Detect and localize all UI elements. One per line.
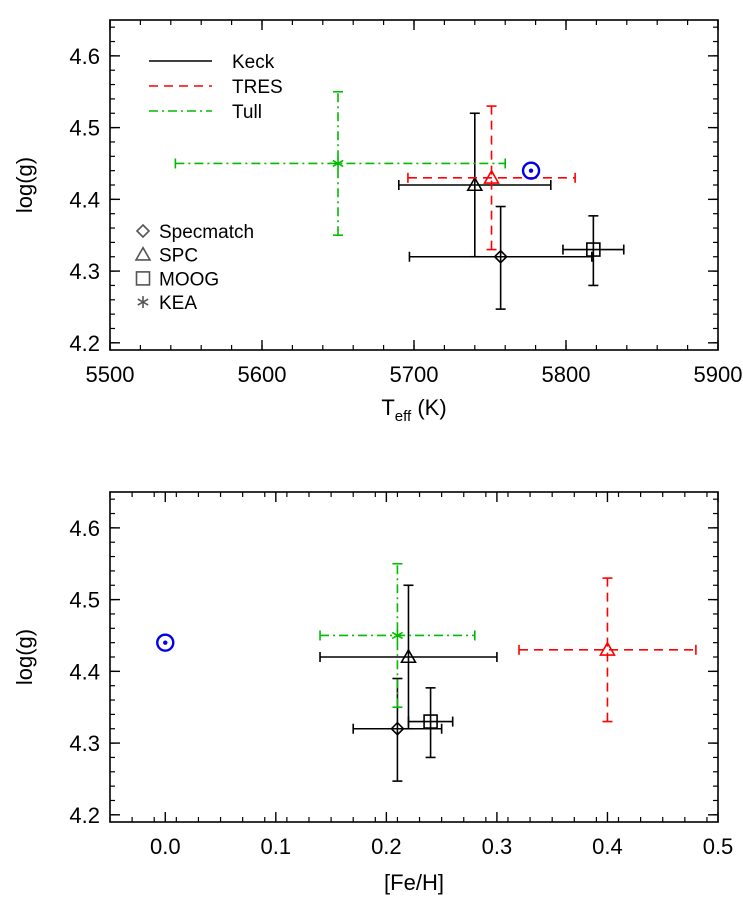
data-point-keck-moog — [407, 687, 454, 759]
x-tick-label: 5600 — [238, 362, 287, 387]
sun-symbol — [521, 161, 541, 180]
x-tick-label: 0.1 — [261, 834, 292, 859]
x-tick-label: 0.2 — [371, 834, 402, 859]
data-point-keck-specmatch — [408, 205, 593, 310]
legend-label-moog: MOOG — [159, 269, 219, 290]
y-tick-label: 4.3 — [69, 731, 100, 756]
x-tick-label: 0.0 — [150, 834, 181, 859]
y-tick-label: 4.6 — [69, 44, 100, 69]
x-axis-label: [Fe/H] — [384, 870, 444, 895]
legend-symbol-moog — [135, 271, 151, 286]
x-tick-label: 0.5 — [703, 834, 734, 859]
legend-label-keck: Keck — [232, 52, 275, 73]
legend-label-spc: SPC — [159, 246, 198, 267]
instrument-legend: Keck TRES Tull — [149, 52, 283, 123]
x-tick-label: 5900 — [694, 362, 743, 387]
data-marker — [466, 176, 484, 192]
x-tick-label: 5500 — [86, 362, 135, 387]
legend-label-tull: Tull — [232, 102, 262, 123]
y-tick-label: 4.4 — [69, 187, 100, 212]
y-tick-label: 4.4 — [69, 659, 100, 684]
x-axis-label: Teff (K) — [381, 395, 446, 425]
x-tick-label: 0.4 — [592, 834, 623, 859]
y-tick-label: 4.2 — [69, 331, 100, 356]
legend-symbol-spc — [134, 246, 152, 261]
data-point-tull-kea — [174, 90, 507, 237]
data-marker — [586, 242, 601, 257]
legend-label-kea: KEA — [159, 293, 197, 314]
sun-symbol — [156, 633, 175, 652]
legend-label-tres: TRES — [232, 77, 283, 98]
legend-label-specmatch: Specmatch — [159, 222, 254, 243]
data-point-tull-kea — [319, 562, 476, 709]
legend-symbol-kea — [137, 296, 149, 309]
data-marker — [493, 249, 508, 264]
teff-logg-panel: 5500 5600 5700 5800 5900 4.2 4.3 4.4 4.5 4.6 log(g… — [12, 19, 743, 425]
y-tick-label: 4.2 — [69, 803, 100, 828]
data-point-tres-spc — [518, 577, 697, 723]
feh-logg-panel: 0.0 0.1 0.2 0.3 0.4 0.5 4.2 4.3 4.4 4.5 4.6 log(g) [… — [12, 491, 734, 895]
y-tick-label: 4.3 — [69, 259, 100, 284]
data-marker — [423, 714, 438, 729]
x-tick-label: 0.3 — [482, 834, 513, 859]
data-point-keck-spc — [397, 112, 552, 258]
legend-symbol-specmatch — [135, 223, 151, 239]
data-marker — [599, 641, 616, 656]
data-point-keck-moog — [562, 215, 625, 287]
y-tick-label: 4.6 — [69, 516, 100, 541]
data-marker — [332, 157, 344, 170]
data-point-keck-spc — [319, 584, 498, 730]
data-marker — [483, 169, 500, 184]
data-point-tres-spc — [407, 105, 576, 251]
x-tick-label: 5800 — [542, 362, 591, 387]
data-marker — [390, 721, 405, 736]
data-marker — [400, 648, 417, 664]
y-tick-label: 4.5 — [69, 116, 100, 141]
data-marker — [391, 629, 404, 642]
x-tick-label: 5700 — [390, 362, 439, 387]
y-tick-label: 4.5 — [69, 588, 100, 613]
y-axis-label: log(g) — [12, 157, 37, 213]
y-axis-label: log(g) — [12, 629, 37, 685]
